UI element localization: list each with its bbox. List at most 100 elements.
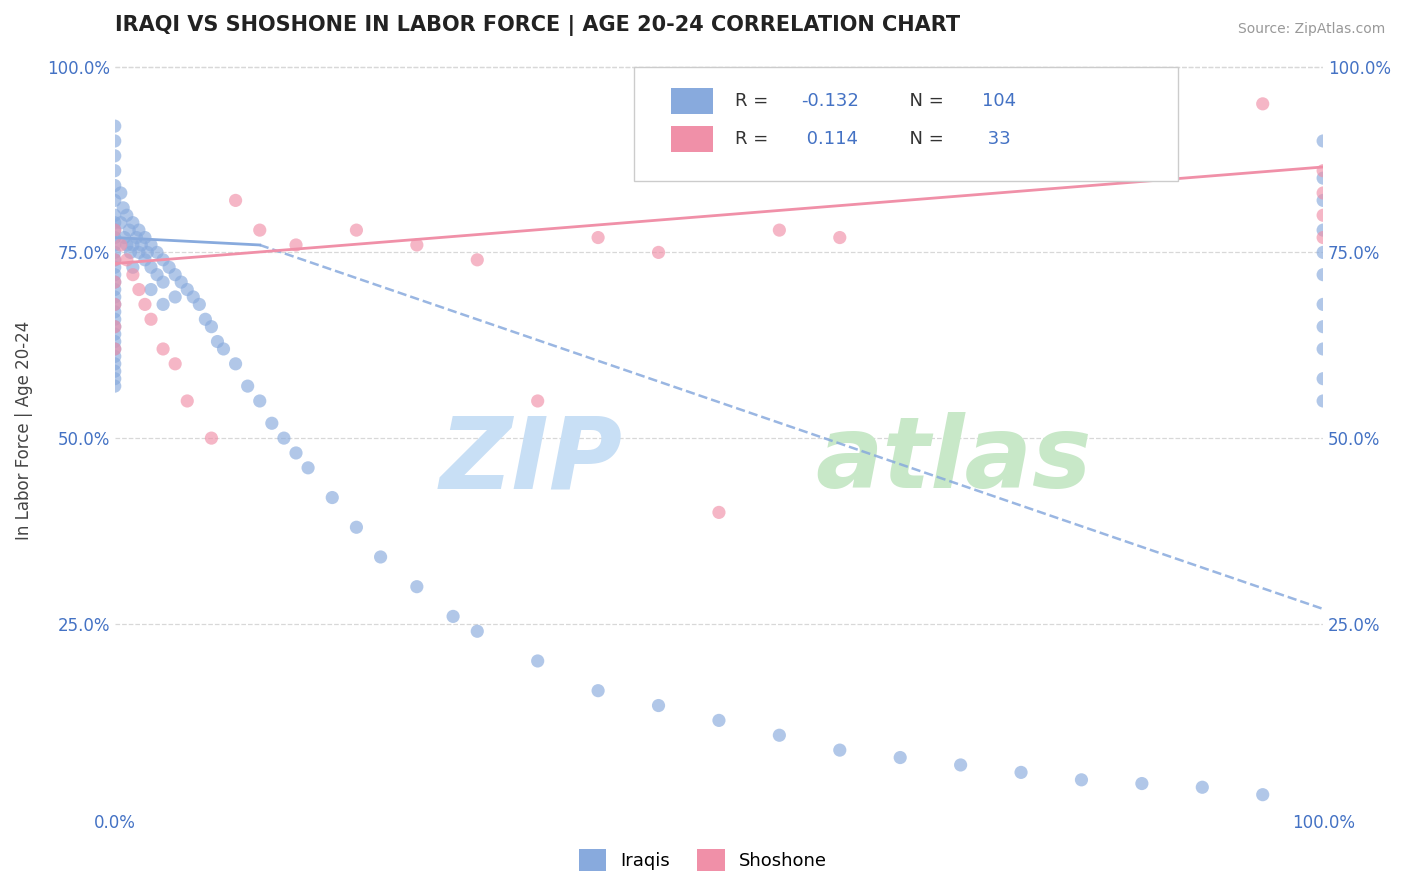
Point	[110, 238, 132, 252]
Point	[104, 208, 127, 222]
Text: 33: 33	[983, 130, 1011, 148]
Point	[104, 350, 127, 364]
Point	[297, 460, 319, 475]
Point	[104, 319, 127, 334]
Text: 0.114: 0.114	[801, 130, 858, 148]
Point	[104, 260, 127, 275]
Point	[249, 394, 271, 409]
Point	[104, 149, 127, 163]
Point	[104, 194, 127, 208]
Point	[157, 260, 180, 275]
Point	[165, 290, 187, 304]
Point	[647, 698, 669, 713]
Point	[285, 446, 308, 460]
Point	[225, 357, 247, 371]
Point	[1312, 223, 1334, 237]
FancyBboxPatch shape	[634, 67, 1178, 181]
Point	[225, 194, 247, 208]
Point	[104, 238, 127, 252]
Point	[104, 268, 127, 282]
Point	[104, 364, 127, 378]
Point	[104, 245, 127, 260]
Text: IRAQI VS SHOSHONE IN LABOR FORCE | AGE 20-24 CORRELATION CHART: IRAQI VS SHOSHONE IN LABOR FORCE | AGE 2…	[115, 15, 960, 36]
Point	[115, 252, 138, 267]
Point	[104, 327, 127, 342]
Point	[110, 186, 132, 200]
Bar	[671, 126, 713, 153]
Text: -0.132: -0.132	[801, 92, 859, 110]
Point	[176, 283, 198, 297]
Point	[194, 312, 217, 326]
Point	[346, 520, 368, 534]
Point	[104, 178, 127, 193]
Point	[465, 252, 488, 267]
Point	[104, 252, 127, 267]
Point	[707, 505, 730, 519]
Point	[104, 312, 127, 326]
Text: 104: 104	[983, 92, 1017, 110]
Point	[586, 230, 609, 244]
Point	[321, 491, 343, 505]
Point	[104, 223, 127, 237]
Point	[118, 223, 141, 237]
Point	[134, 230, 156, 244]
Point	[139, 238, 162, 252]
Point	[176, 394, 198, 409]
Point	[104, 305, 127, 319]
Point	[768, 223, 790, 237]
Point	[104, 119, 127, 133]
Point	[1312, 186, 1334, 200]
Point	[122, 268, 145, 282]
Point	[1070, 772, 1092, 787]
Point	[146, 268, 169, 282]
Point	[125, 230, 148, 244]
Point	[1312, 319, 1334, 334]
Point	[131, 238, 153, 252]
Point	[260, 417, 283, 431]
Point	[1312, 394, 1334, 409]
Point	[115, 208, 138, 222]
Point	[188, 297, 211, 311]
Point	[104, 297, 127, 311]
Point	[112, 230, 135, 244]
Text: N =: N =	[898, 130, 949, 148]
Point	[405, 580, 427, 594]
Text: Source: ZipAtlas.com: Source: ZipAtlas.com	[1237, 22, 1385, 37]
Point	[110, 216, 132, 230]
Point	[104, 163, 127, 178]
Point	[146, 245, 169, 260]
Point	[139, 260, 162, 275]
Point	[122, 260, 145, 275]
Point	[104, 216, 127, 230]
Point	[1312, 194, 1334, 208]
Point	[370, 549, 392, 564]
Point	[707, 714, 730, 728]
Point	[1130, 776, 1153, 790]
Point	[181, 290, 204, 304]
Point	[889, 750, 911, 764]
Point	[120, 245, 142, 260]
Point	[828, 743, 851, 757]
Point	[104, 297, 127, 311]
Point	[122, 238, 145, 252]
Point	[104, 372, 127, 386]
Y-axis label: In Labor Force | Age 20-24: In Labor Force | Age 20-24	[15, 321, 32, 541]
Point	[136, 245, 159, 260]
Point	[112, 201, 135, 215]
Point	[1312, 171, 1334, 186]
Point	[1312, 245, 1334, 260]
Point	[828, 230, 851, 244]
Point	[285, 238, 308, 252]
Point	[104, 252, 127, 267]
Point	[346, 223, 368, 237]
Point	[104, 283, 127, 297]
Point	[526, 654, 548, 668]
Point	[104, 342, 127, 356]
Point	[212, 342, 235, 356]
Point	[1312, 342, 1334, 356]
Point	[236, 379, 259, 393]
Point	[134, 297, 156, 311]
Point	[1312, 208, 1334, 222]
Point	[115, 238, 138, 252]
Point	[139, 283, 162, 297]
